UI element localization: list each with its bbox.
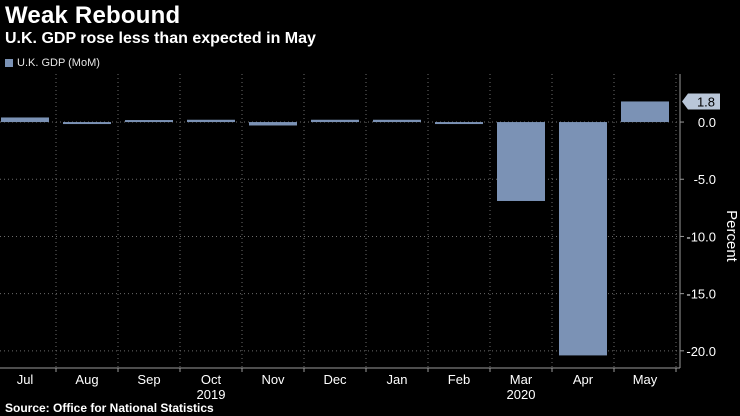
x-tick-label: Apr xyxy=(573,372,594,387)
bar-jan xyxy=(373,119,421,123)
x-tick-label: Sep xyxy=(137,372,160,387)
bar-mar xyxy=(497,122,545,201)
legend-swatch xyxy=(5,59,13,67)
year-label: 2019 xyxy=(197,387,226,402)
bar-sep xyxy=(125,120,173,123)
bar-feb xyxy=(435,122,483,125)
bar-aug xyxy=(63,122,111,125)
x-tick-label: Feb xyxy=(448,372,470,387)
y-tick-label: -20.0 xyxy=(686,344,716,359)
legend: U.K. GDP (MoM) xyxy=(5,57,100,69)
chart-title: Weak Rebound xyxy=(5,2,181,29)
y-tick-label: -15.0 xyxy=(686,287,716,302)
year-label: 2020 xyxy=(507,387,536,402)
x-tick-label: Nov xyxy=(261,372,285,387)
y-tick-label: -5.0 xyxy=(694,172,716,187)
x-tick-label: Aug xyxy=(75,372,98,387)
bar-dec xyxy=(311,119,359,123)
source-note: Source: Office for National Statistics xyxy=(5,401,214,415)
bar-oct xyxy=(187,119,235,123)
last-value-label: 1.8 xyxy=(697,94,715,109)
bar-may xyxy=(621,101,669,123)
x-tick-label: Oct xyxy=(201,372,222,387)
x-tick-label: Mar xyxy=(510,372,533,387)
bar-apr xyxy=(559,122,607,356)
y-tick-label: -10.0 xyxy=(686,229,716,244)
x-tick-label: Jan xyxy=(387,372,408,387)
last-value-badge xyxy=(682,93,720,110)
x-tick-label: May xyxy=(633,372,658,387)
x-tick-label: Dec xyxy=(323,372,347,387)
legend-label: U.K. GDP (MoM) xyxy=(17,57,100,69)
bar-jul xyxy=(1,117,49,123)
bar-nov xyxy=(249,122,297,126)
y-axis-label: Percent xyxy=(723,210,740,263)
chart-subtitle: U.K. GDP rose less than expected in May xyxy=(5,30,316,47)
x-tick-label: Jul xyxy=(17,372,34,387)
y-tick-label: 0.0 xyxy=(698,115,716,130)
